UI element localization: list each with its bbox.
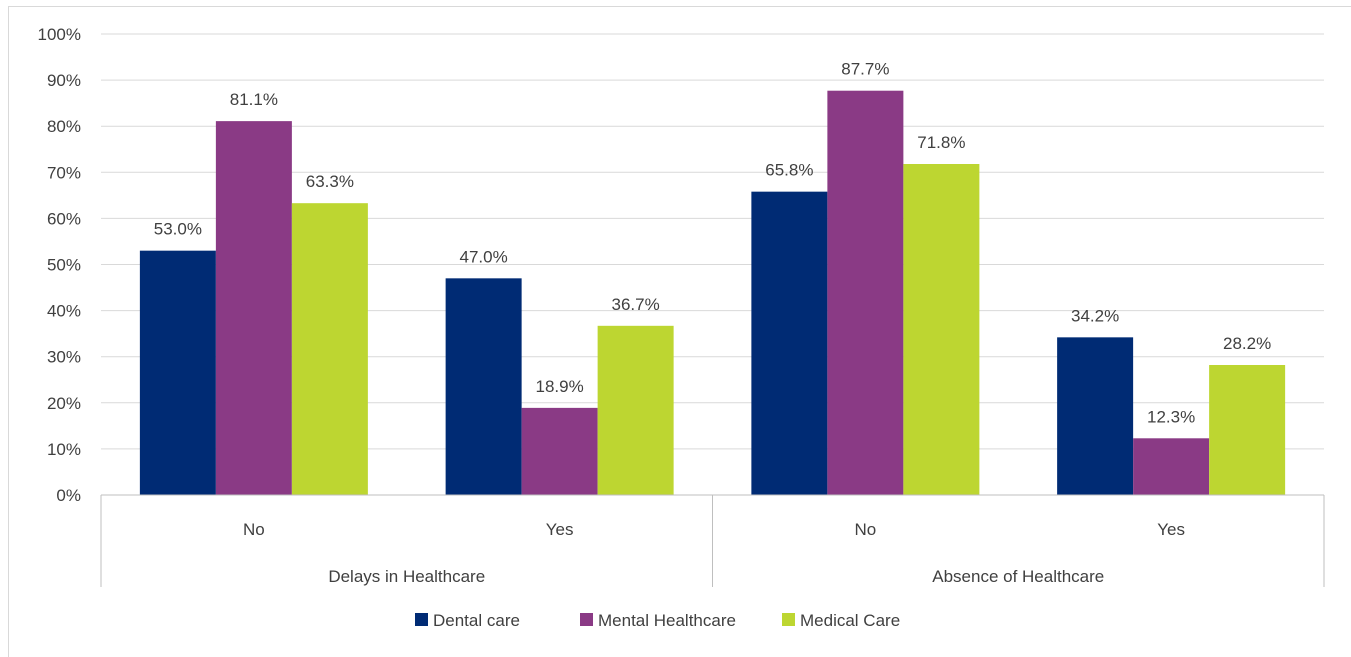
data-label: 12.3% [1147,407,1195,426]
y-tick-label: 40% [47,302,81,321]
legend-label: Dental care [433,611,520,630]
legend-label: Medical Care [800,611,900,630]
x-category-label: Yes [1157,520,1185,539]
y-tick-label: 30% [47,348,81,367]
data-label: 34.2% [1071,306,1119,325]
y-tick-label: 70% [47,163,81,182]
data-labels: 53.0% 47.0% 65.8% 34.2% 81.1% 18.9% 87.7% 12.3%… [154,60,1271,427]
data-label: 71.8% [917,133,965,152]
data-label: 65.8% [765,161,813,180]
y-tick-label: 20% [47,394,81,413]
gridlines [101,33,1324,450]
x-category-label: No [855,520,877,539]
x-group-label: Delays in Healthcare [328,567,485,586]
y-tick-label: 100% [38,25,81,44]
y-axis: 0% 10% 20% 30% 40% 50% 60% 70% 80% 90% 100% [38,25,81,505]
y-tick-label: 10% [47,440,81,459]
bar [1209,364,1286,495]
x-category-label: No [243,520,265,539]
bar [827,90,904,495]
data-label: 87.7% [841,60,889,79]
bars [139,90,1286,496]
y-tick-label: 0% [56,486,81,505]
data-label: 63.3% [306,172,354,191]
data-label: 53.0% [154,220,202,239]
legend: Dental care Mental Healthcare Medical Care [415,611,900,630]
bar [1133,438,1210,495]
legend-swatch [580,613,593,626]
y-tick-label: 90% [47,71,81,90]
bar [751,191,828,496]
data-label: 18.9% [536,377,584,396]
y-tick-label: 60% [47,209,81,228]
legend-label: Mental Healthcare [598,611,736,630]
x-axis: No Yes No Yes Delays in Healthcare Absence of… [100,494,1325,587]
y-tick-label: 80% [47,117,81,136]
bar [291,203,368,495]
x-category-label: Yes [546,520,574,539]
bar [1057,337,1134,495]
data-label: 47.0% [460,247,508,266]
bar [597,325,674,495]
bar [215,121,292,495]
bar [445,278,522,495]
chart-frame [8,6,1351,657]
legend-swatch [415,613,428,626]
bar [903,164,980,495]
x-group-label: Absence of Healthcare [932,567,1104,586]
bar [139,250,216,495]
legend-swatch [782,613,795,626]
bar [521,407,598,495]
y-tick-label: 50% [47,256,81,275]
data-label: 81.1% [230,90,278,109]
data-label: 36.7% [612,295,660,314]
data-label: 28.2% [1223,334,1271,353]
